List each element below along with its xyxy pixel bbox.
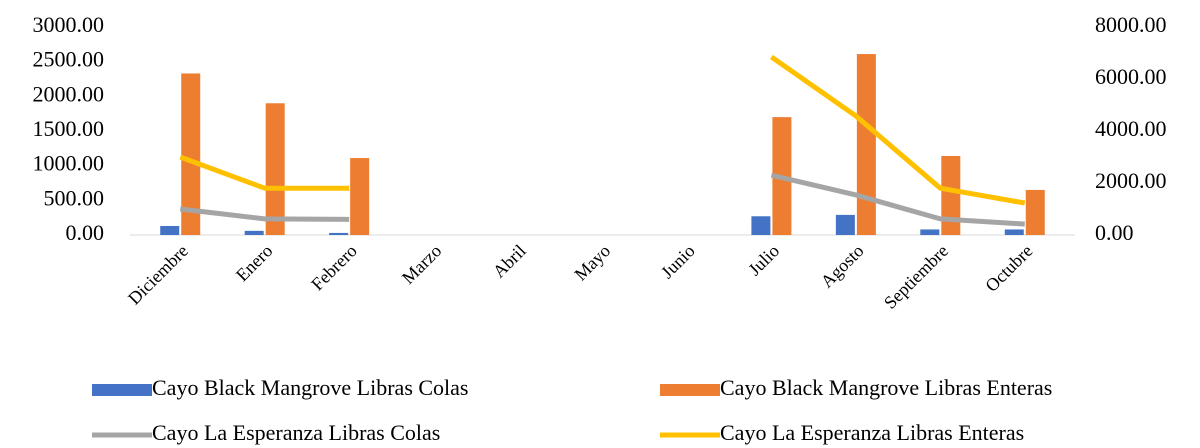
legend-label: Cayo La Esperanza Libras Colas (152, 420, 440, 445)
y-tick-label: 0.00 (66, 220, 105, 245)
y2-tick-label: 0.00 (1095, 220, 1134, 245)
y-tick-label: 500.00 (44, 185, 105, 210)
legend-label: Cayo Black Mangrove Libras Colas (152, 375, 469, 400)
bar (244, 230, 264, 235)
legend-swatch (92, 384, 152, 396)
bar (920, 229, 940, 235)
bar (856, 54, 876, 235)
line (179, 172, 1025, 227)
bar (1025, 189, 1045, 235)
x-tick-label: Enero (232, 241, 277, 286)
bar (1004, 229, 1024, 235)
x-tick-label: Junio (657, 241, 699, 283)
y-tick-label: 1000.00 (33, 151, 105, 176)
y-tick-label: 2500.00 (33, 47, 105, 72)
bar (265, 103, 285, 236)
x-tick-label: Febrero (307, 241, 361, 295)
x-tick-label: Abril (489, 241, 530, 282)
y2-tick-label: 2000.00 (1095, 168, 1167, 193)
y-tick-label: 1500.00 (33, 116, 105, 141)
y-tick-label: 2000.00 (33, 81, 105, 106)
y2-tick-label: 8000.00 (1095, 12, 1167, 37)
x-tick-label: Mayo (570, 241, 614, 285)
legend-label: Cayo La Esperanza Libras Enteras (720, 420, 1024, 445)
y-tick-label: 3000.00 (33, 12, 105, 37)
x-tick-label: Octubre (981, 241, 1036, 296)
x-tick-label: Diciembre (124, 241, 192, 309)
y2-tick-label: 6000.00 (1095, 64, 1167, 89)
legend-swatch (660, 384, 720, 396)
x-tick-label: Julio (744, 241, 783, 280)
x-tick-label: Agosto (817, 241, 868, 292)
x-tick-label: Marzo (398, 241, 445, 288)
bar (160, 225, 180, 235)
bar (350, 158, 370, 235)
bar (329, 232, 349, 235)
bar (751, 216, 771, 235)
x-tick-label: Septiembre (880, 241, 952, 313)
legend-label: Cayo Black Mangrove Libras Enteras (720, 375, 1052, 400)
y2-tick-label: 4000.00 (1095, 116, 1167, 141)
bar (835, 214, 855, 235)
bar (181, 73, 201, 235)
bar (941, 155, 961, 235)
line (179, 54, 1026, 206)
